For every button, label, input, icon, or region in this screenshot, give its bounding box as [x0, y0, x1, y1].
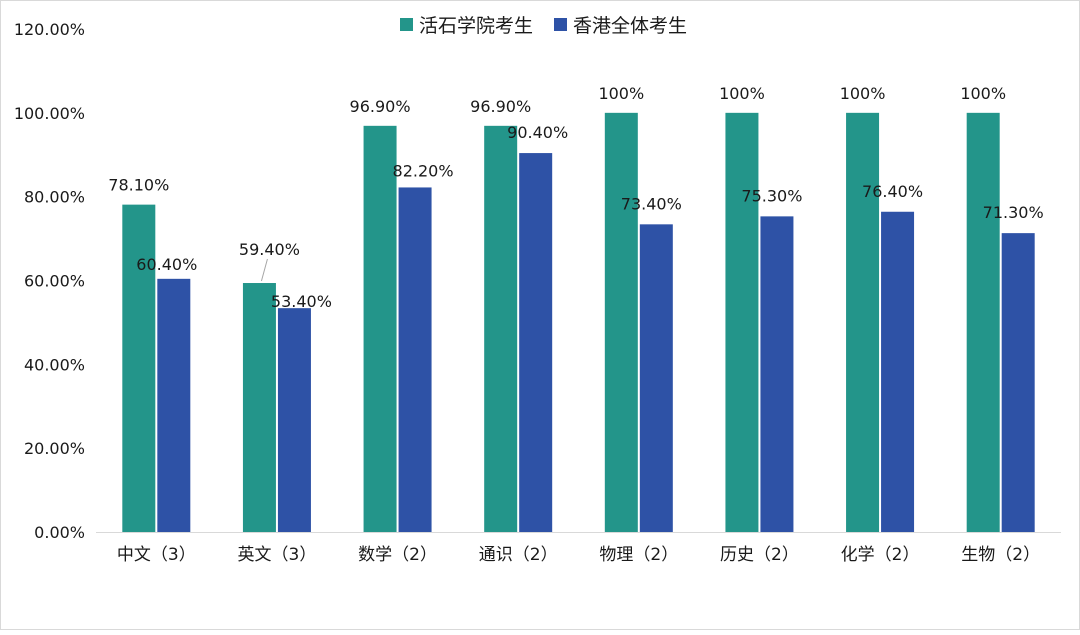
- data-label-series-2: 73.40%: [621, 194, 682, 213]
- legend-item-series-1: 活石学院考生: [400, 15, 533, 37]
- bar-series-2: [157, 278, 191, 532]
- bar-series-2: [881, 211, 915, 533]
- data-label-series-1: 100%: [598, 84, 644, 103]
- bar-series-2: [398, 187, 432, 532]
- data-label-series-2: 82.20%: [393, 161, 454, 180]
- bar-series-2: [519, 153, 553, 532]
- x-tick-label: 通识（2）: [479, 545, 558, 565]
- bar-series-1: [122, 204, 156, 532]
- x-tick-label: 生物（2）: [961, 545, 1040, 565]
- legend-swatch-series-1: [400, 18, 413, 31]
- bar-series-1: [725, 112, 759, 532]
- data-label-series-2: 76.40%: [862, 182, 923, 201]
- y-tick-label: 40.00%: [24, 355, 85, 374]
- y-tick-label: 60.00%: [24, 272, 85, 291]
- x-tick-label: 化学（2）: [841, 545, 920, 565]
- data-label-leader-line: [260, 258, 268, 282]
- x-tick-label: 中文（3）: [117, 545, 196, 565]
- bar-series-1: [846, 112, 880, 532]
- data-label-series-1: 59.40%: [239, 240, 300, 259]
- y-tick-label: 80.00%: [24, 188, 85, 207]
- data-label-series-1: 100%: [840, 84, 886, 103]
- x-tick-label: 数学（2）: [358, 545, 437, 565]
- data-label-series-1: 100%: [719, 84, 765, 103]
- bar-series-2: [760, 216, 794, 532]
- y-tick-label: 100.00%: [14, 104, 85, 123]
- data-label-series-1: 96.90%: [350, 97, 411, 116]
- data-label-series-2: 53.40%: [271, 292, 332, 311]
- data-label-series-1: 78.10%: [108, 176, 169, 195]
- legend-label-series-1: 活石学院考生: [419, 15, 533, 37]
- bar-series-2: [277, 308, 311, 532]
- bar-series-1: [484, 125, 518, 532]
- legend-swatch-series-2: [554, 18, 567, 31]
- bar-series-2: [1001, 233, 1035, 533]
- bar-series-2: [639, 224, 673, 532]
- bar-series-1: [604, 112, 638, 532]
- data-label-series-2: 60.40%: [136, 255, 197, 274]
- data-label-series-1: 96.90%: [470, 97, 531, 116]
- y-tick-label: 20.00%: [24, 439, 85, 458]
- legend-label-series-2: 香港全体考生: [573, 15, 687, 37]
- legend-item-series-2: 香港全体考生: [554, 15, 687, 37]
- data-label-series-1: 100%: [960, 84, 1006, 103]
- data-label-series-2: 75.30%: [741, 186, 802, 205]
- y-tick-label: 0.00%: [34, 523, 85, 542]
- data-label-series-2: 90.40%: [507, 123, 568, 142]
- bar-series-1: [363, 125, 397, 532]
- data-label-series-2: 71.30%: [983, 203, 1044, 222]
- x-tick-label: 英文（3）: [238, 545, 317, 565]
- y-tick-label: 120.00%: [14, 20, 85, 39]
- x-tick-label: 物理（2）: [599, 545, 678, 565]
- x-tick-label: 历史（2）: [720, 545, 799, 565]
- bar-series-1: [966, 112, 1000, 532]
- bar-series-1: [242, 283, 276, 532]
